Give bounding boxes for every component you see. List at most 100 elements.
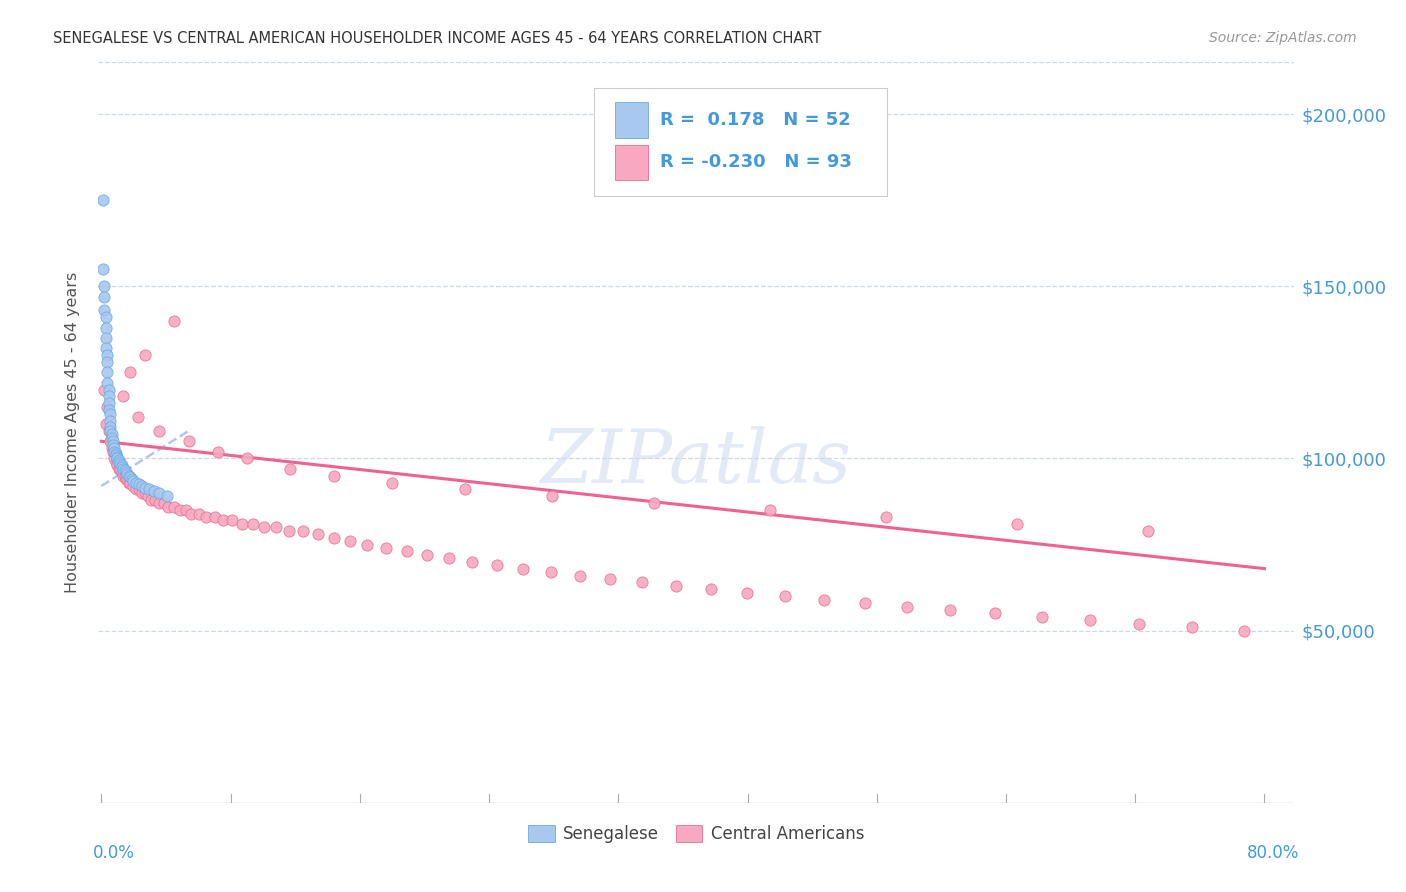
Point [143,492,166,507]
Point [94,417,117,431]
Point [375,541,398,555]
Point [101,438,124,452]
Point [98,424,121,438]
Point [97,424,120,438]
Point [118,475,141,490]
Point [1007,516,1029,531]
Point [568,568,591,582]
Point [416,548,439,562]
Point [125,475,148,490]
Point [461,555,484,569]
Point [121,472,143,486]
Point [97,383,120,397]
Point [896,599,918,614]
Point [169,503,191,517]
Point [180,507,202,521]
Text: ZIPatlas: ZIPatlas [540,426,852,499]
Point [153,496,176,510]
Point [177,434,200,449]
Point [323,468,346,483]
Point [204,510,226,524]
Point [939,603,962,617]
Point [163,314,186,328]
Point [111,465,134,479]
Point [100,431,122,445]
Point [105,458,128,473]
Point [148,486,170,500]
Point [235,451,257,466]
Point [540,565,562,579]
Point [96,355,118,369]
Point [93,383,115,397]
Point [231,516,253,531]
Point [773,589,796,603]
Point [100,441,122,455]
Point [264,520,287,534]
Point [97,403,120,417]
Point [91,193,114,207]
Point [112,462,135,476]
Point [1128,616,1150,631]
Point [94,341,117,355]
Point [1031,610,1053,624]
Point [128,483,150,497]
Point [104,446,127,460]
Point [110,462,132,476]
Point [107,455,129,469]
Point [118,468,141,483]
Point [356,537,378,551]
Point [97,389,120,403]
Point [1233,624,1256,638]
Point [339,534,361,549]
Point [117,467,139,481]
Text: Source: ZipAtlas.com: Source: ZipAtlas.com [1209,31,1357,45]
Point [187,507,209,521]
Point [128,477,150,491]
Point [120,475,142,490]
Point [103,441,125,455]
Text: 0.0%: 0.0% [93,844,135,862]
Point [111,458,134,473]
Point [139,492,162,507]
Bar [614,103,648,138]
Point [120,365,142,379]
Point [853,596,876,610]
Point [735,586,758,600]
Point [101,444,124,458]
Y-axis label: Householder Income Ages 45 - 64 years: Householder Income Ages 45 - 64 years [65,272,80,593]
Text: R = -0.230   N = 93: R = -0.230 N = 93 [661,153,852,171]
Bar [614,145,648,180]
Point [395,544,418,558]
Point [512,561,534,575]
Point [111,460,134,475]
Point [253,520,276,534]
Point [93,303,115,318]
Point [101,434,124,449]
Point [599,572,621,586]
Point [174,503,197,517]
Text: 80.0%: 80.0% [1247,844,1299,862]
Text: R =  0.178   N = 52: R = 0.178 N = 52 [661,112,851,129]
Legend: Senegalese, Central Americans: Senegalese, Central Americans [522,819,870,850]
Point [157,500,180,514]
Point [665,579,688,593]
Point [134,481,156,495]
Point [643,496,665,510]
Point [156,489,179,503]
Point [103,444,125,458]
Point [114,463,136,477]
Point [94,320,117,334]
Point [94,310,117,325]
Point [115,465,138,479]
Point [112,389,135,403]
Point [984,607,1007,621]
Point [96,376,118,390]
Point [454,483,477,497]
Point [134,486,156,500]
Point [122,479,145,493]
Point [541,489,564,503]
Point [1078,613,1101,627]
Point [105,450,128,464]
Point [98,420,121,434]
Point [93,290,115,304]
